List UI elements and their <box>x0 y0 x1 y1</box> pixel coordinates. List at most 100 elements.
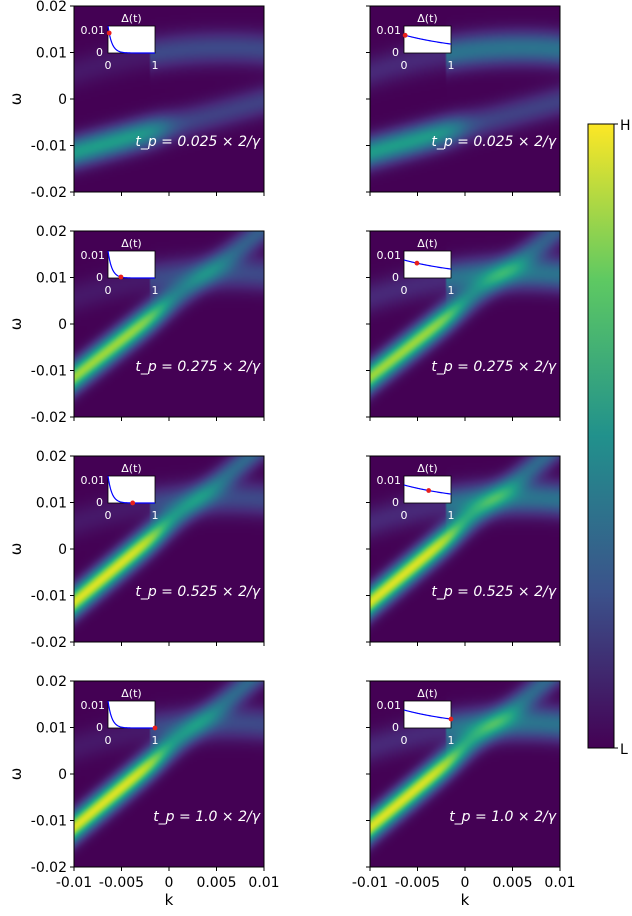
colorbar: H L <box>587 118 631 758</box>
heatmap-image <box>74 456 264 642</box>
inset-tp-marker <box>402 32 408 38</box>
inset-y-tick-label: 0.01 <box>377 249 402 262</box>
y-tick-label: 0.01 <box>36 271 67 287</box>
inset-tp-marker <box>106 30 112 36</box>
inset-title: Δ(t) <box>417 237 437 250</box>
tp-annotation: t_p = 1.0 × 2/γ <box>153 809 261 825</box>
x-tick-label: -0.005 <box>395 875 440 891</box>
y-tick-label: 0 <box>58 317 67 333</box>
inset-x-tick-label: 0 <box>105 509 112 522</box>
colorbar-low-label: L <box>620 742 628 758</box>
panel-right-3: t_p = 0.525 × 2/γ Δ(t) 0 0.01 0 1 <box>366 455 561 646</box>
inset-title: Δ(t) <box>121 687 141 700</box>
panel-left-3: -0.02 -0.01 0 0.01 0.02 ω t_p = 0.525 × 2/γ Δ(t… <box>7 449 265 651</box>
inset-x-tick-label: 0 <box>401 284 408 297</box>
colorbar-gradient <box>587 123 615 749</box>
y-tick-label: 0.02 <box>36 449 67 465</box>
inset-y-tick-label: 0.01 <box>81 699 106 712</box>
inset-delta-curve <box>107 250 155 279</box>
inset-title: Δ(t) <box>121 12 141 25</box>
inset-x-tick-label: 0 <box>401 509 408 522</box>
inset-x-tick-label: 1 <box>448 734 455 747</box>
y-tick-label: -0.01 <box>31 589 67 605</box>
heatmap-image <box>370 231 560 417</box>
inset-x-tick-label: 1 <box>448 284 455 297</box>
x-tick-label: 0.01 <box>544 875 575 891</box>
inset-x-tick-label: 0 <box>105 59 112 72</box>
panel-right-2: t_p = 0.275 × 2/γ Δ(t) 0 0.01 0 1 <box>366 230 561 421</box>
inset-tp-marker <box>448 716 454 722</box>
panel-right-1: t_p = 0.025 × 2/γ Δ(t) 0 0.01 0 1 <box>366 5 561 196</box>
inset-tp-marker <box>414 260 420 266</box>
x-tick-label: 0.01 <box>248 875 279 891</box>
inset-delta-curve <box>403 34 452 45</box>
inset-x-tick-label: 1 <box>152 734 159 747</box>
inset-x-tick-label: 0 <box>401 59 408 72</box>
y-tick-label: -0.02 <box>31 185 67 201</box>
inset-x-tick-label: 1 <box>152 284 159 297</box>
inset-delta-curve <box>107 25 155 54</box>
inset-title: Δ(t) <box>417 12 437 25</box>
inset-frame <box>403 25 452 54</box>
colorbar-high-label: H <box>620 118 631 134</box>
y-tick-label: 0.02 <box>36 674 67 690</box>
inset-y-tick-label: 0.01 <box>81 249 106 262</box>
inset-y-tick-label: 0.01 <box>377 24 402 37</box>
x-tick-label: 0 <box>461 875 470 891</box>
heatmap-image <box>74 681 264 867</box>
inset-y-tick-label: 0.01 <box>377 474 402 487</box>
panel-left-1: -0.02 -0.01 0 0.01 0.02 ω t_p = 0.025 × 2/γ Δ(t… <box>7 0 265 201</box>
inset-frame <box>107 25 156 54</box>
y-axis-label: ω <box>7 543 25 556</box>
heatmap-image <box>370 456 560 642</box>
panel-right-4: -0.01 -0.005 0 0.005 0.01 k t_p = 1.0 × 2/γ Δ(t… <box>352 680 576 909</box>
x-axis-label: k <box>165 891 174 909</box>
y-tick-label: 0.01 <box>36 721 67 737</box>
inset-tp-marker <box>426 488 432 493</box>
tp-annotation: t_p = 0.275 × 2/γ <box>135 359 260 375</box>
inset-y-tick-label: 0 <box>96 46 103 59</box>
tp-annotation: t_p = 0.025 × 2/γ <box>431 134 556 150</box>
y-tick-label: 0.02 <box>36 224 67 240</box>
inset-title: Δ(t) <box>417 687 437 700</box>
inset-x-tick-label: 1 <box>152 59 159 72</box>
y-tick-label: -0.02 <box>31 410 67 426</box>
heatmap-image <box>74 6 264 192</box>
panel-left-2: -0.02 -0.01 0 0.01 0.02 ω t_p = 0.275 × 2/γ Δ(t… <box>7 224 265 426</box>
tp-annotation: t_p = 0.525 × 2/γ <box>431 584 556 600</box>
inset-tp-marker <box>130 500 136 506</box>
inset-x-tick-label: 1 <box>448 509 455 522</box>
inset-delta-curve <box>403 709 452 720</box>
inset-y-tick-label: 0.01 <box>81 474 106 487</box>
inset-x-tick-label: 0 <box>105 284 112 297</box>
y-axis-label: ω <box>7 768 25 781</box>
inset-y-tick-label: 0 <box>392 721 399 734</box>
panel-grid: -0.02 -0.01 0 0.01 0.02 ω t_p = 0.025 × 2/γ Δ(t… <box>7 0 576 909</box>
inset-x-tick-label: 1 <box>152 509 159 522</box>
heatmap-image <box>370 681 560 867</box>
y-tick-label: 0 <box>58 542 67 558</box>
inset-title: Δ(t) <box>417 462 437 475</box>
inset-y-tick-label: 0 <box>96 496 103 509</box>
y-tick-label: 0.02 <box>36 0 67 15</box>
inset-frame <box>403 250 452 279</box>
y-tick-label: 0 <box>58 767 67 783</box>
tp-annotation: t_p = 0.525 × 2/γ <box>135 584 260 600</box>
tp-annotation: t_p = 0.025 × 2/γ <box>135 134 260 150</box>
heatmap-image <box>74 231 264 417</box>
y-tick-label: -0.01 <box>31 364 67 380</box>
y-axis-label: ω <box>7 93 25 106</box>
tp-annotation: t_p = 0.275 × 2/γ <box>431 359 556 375</box>
inset-delta-curve <box>403 259 452 270</box>
x-tick-label: 0.005 <box>492 875 532 891</box>
inset-y-tick-label: 0 <box>392 496 399 509</box>
inset-frame <box>403 475 452 504</box>
heatmap-image <box>370 6 560 192</box>
y-tick-label: -0.01 <box>31 814 67 830</box>
inset-y-tick-label: 0 <box>392 46 399 59</box>
y-tick-label: -0.02 <box>31 635 67 651</box>
inset-y-tick-label: 0.01 <box>377 699 402 712</box>
y-tick-label: -0.02 <box>31 860 67 876</box>
inset-y-tick-label: 0.01 <box>81 24 106 37</box>
